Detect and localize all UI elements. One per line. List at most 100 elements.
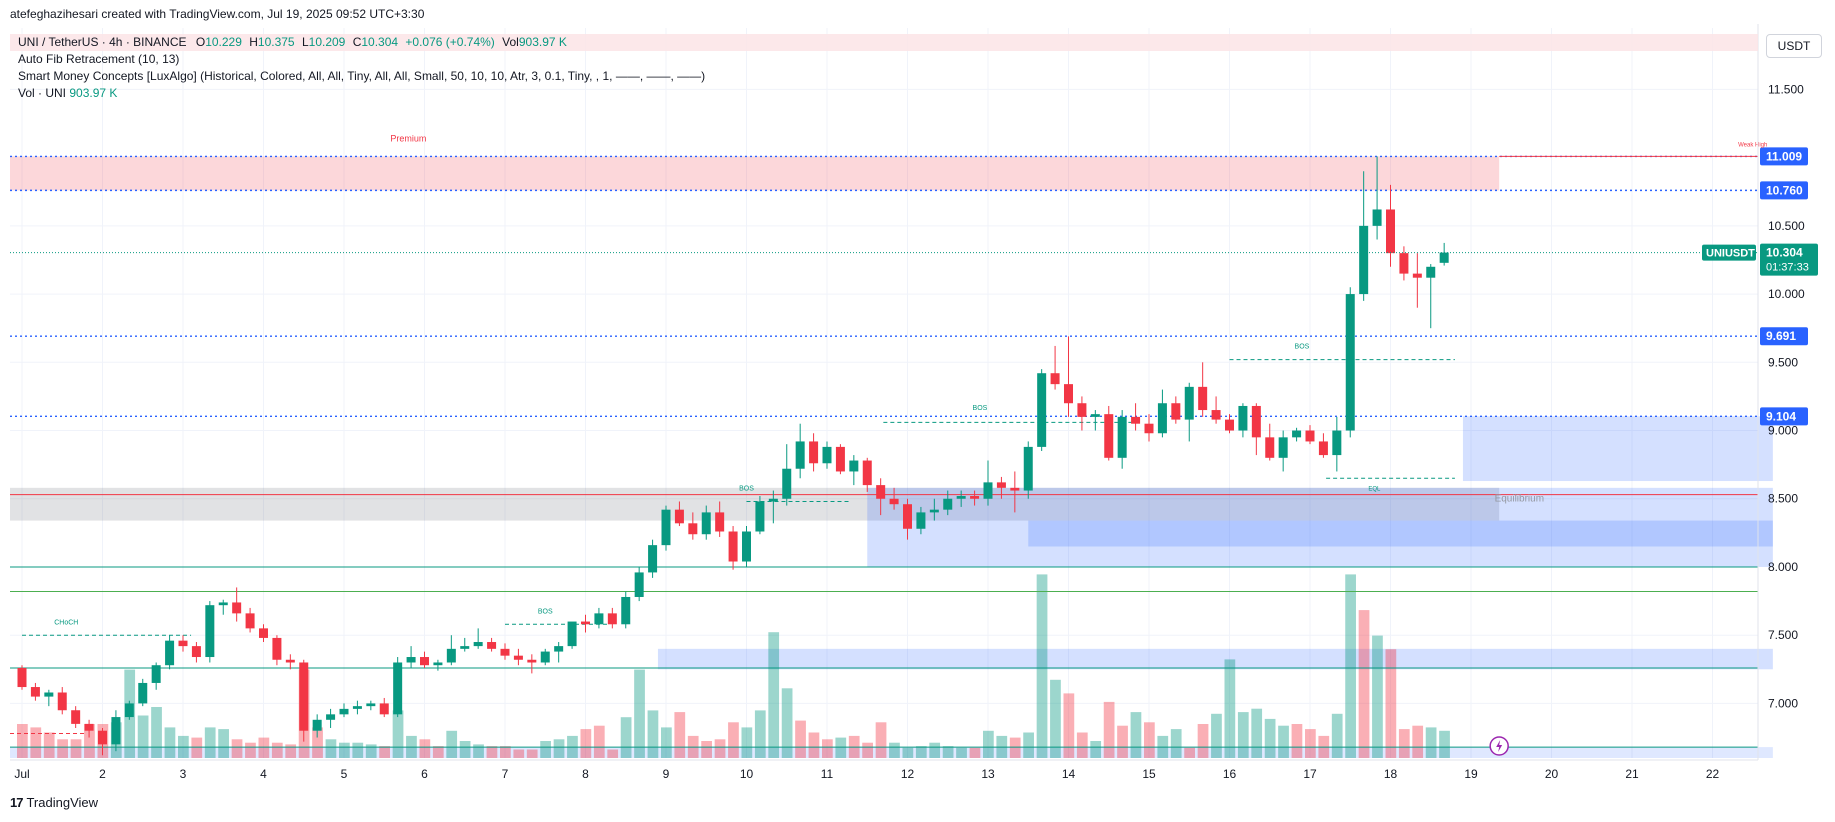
tradingview-logo-icon: 17 [10, 795, 24, 810]
candle-body [339, 708, 349, 715]
x-tick-label: 5 [341, 767, 348, 781]
brand-label: TradingView [26, 795, 99, 810]
candle-body [1278, 437, 1288, 458]
candle-body [1184, 386, 1194, 420]
symbol-tag [1702, 244, 1756, 261]
volume-bar [915, 746, 927, 758]
volume-bar [1184, 747, 1195, 758]
candle-body [1157, 403, 1167, 434]
candle-body [1359, 225, 1369, 295]
candle-body [795, 441, 805, 469]
candle-body [822, 446, 832, 464]
change-value: +0.076 (+0.74%) [405, 35, 495, 49]
candle-body [84, 723, 94, 731]
y-tick-label: 7.500 [1768, 628, 1798, 642]
x-tick-label: 21 [1625, 767, 1639, 781]
volume-bar [17, 724, 28, 758]
volume-bar [137, 715, 149, 758]
candle-body [688, 523, 698, 535]
volume-bar [889, 742, 900, 758]
volume-bar [1009, 737, 1021, 758]
indicator-volume-label: Vol · UNI [18, 86, 67, 100]
zone-ob-3 [1028, 520, 1773, 547]
volume-bar [620, 717, 632, 758]
last-price-tag [1760, 243, 1818, 276]
x-tick-label: 11 [821, 767, 834, 781]
volume-bar [862, 742, 873, 758]
x-tick-label: 8 [582, 767, 589, 781]
candle-body [1131, 416, 1141, 424]
candle-body [1023, 446, 1033, 491]
volume-bar [245, 742, 256, 758]
volume-bar [593, 725, 605, 758]
volume-bar [1331, 713, 1343, 758]
volume-bar [875, 722, 887, 758]
candle-body [621, 596, 631, 625]
candle-body [1225, 419, 1234, 431]
candles [17, 156, 1449, 756]
x-tick-label: 13 [981, 767, 995, 781]
candle-body [1238, 405, 1248, 431]
currency-button[interactable]: USDT [1766, 34, 1822, 58]
open-value: 10.229 [205, 35, 242, 49]
volume-bar [1278, 725, 1289, 758]
candle-body [661, 509, 671, 546]
candle-body [393, 662, 403, 715]
candle-body [527, 659, 537, 663]
candle-body [983, 482, 993, 499]
candle-body [742, 531, 751, 562]
candle-body [71, 710, 81, 724]
volume-bar [983, 730, 994, 758]
time-axis[interactable]: Jul 2 3 4 5 6 7 8 9 10 11 12 13 14 15 16 17 18 19 20 21 22 [10, 736, 1758, 781]
candle-body [1345, 294, 1355, 431]
volume-bar [540, 741, 551, 758]
x-tick-label: 15 [1142, 767, 1156, 781]
x-tick-label: 18 [1384, 767, 1398, 781]
candle-body [956, 496, 966, 499]
candle-body [943, 498, 953, 510]
candle-body [151, 665, 161, 683]
candle-body [674, 509, 684, 524]
x-tick-label: 7 [502, 767, 509, 781]
annotation-label: Equilibrium [1495, 493, 1544, 504]
candle-body [487, 642, 497, 649]
candle-body [98, 730, 107, 745]
candle-body [594, 613, 604, 625]
indicator-volume[interactable]: Vol · UNI 903.97 K [18, 85, 117, 102]
candle-body [460, 646, 470, 649]
candle-body [259, 628, 268, 638]
candle-body [889, 498, 899, 505]
candle-body [272, 637, 282, 660]
volume-bar [808, 732, 820, 758]
countdown-label: 01:37:33 [1766, 262, 1809, 274]
candle-body [1117, 416, 1127, 458]
indicator-fib[interactable]: Auto Fib Retracement (10, 13) [18, 51, 179, 68]
volume-bar [1425, 727, 1437, 758]
candle-body [352, 706, 362, 709]
volume-bar [1197, 724, 1209, 758]
candle-body [500, 648, 510, 656]
y-tick-label: 10.500 [1768, 219, 1805, 233]
volume-bar [513, 749, 525, 758]
indicator-smc[interactable]: Smart Money Concepts [LuxAlgo] (Historic… [18, 68, 705, 85]
low-value: 10.209 [308, 35, 346, 49]
volume-bar [258, 737, 270, 758]
volume-bar [151, 707, 162, 758]
volume-bar [1345, 574, 1356, 758]
volume-bar [1170, 729, 1182, 758]
candle-body [17, 667, 27, 688]
high-label: H [249, 35, 258, 49]
x-tick-label: 19 [1464, 767, 1478, 781]
x-tick-label: 22 [1706, 767, 1720, 781]
x-tick-label: 6 [421, 767, 428, 781]
price-axis[interactable]: 11.500 10.500 10.000 9.500 9.000 8.500 8.000 7.… [1757, 24, 1805, 760]
volume-bar [942, 746, 954, 758]
symbol-legend[interactable]: UNI / TetherUS · 4h · BINANCE O10.229 H1… [10, 34, 1758, 51]
indicator-volume-value: 903.97 K [69, 86, 118, 100]
volume-bar [84, 724, 95, 758]
zone-ob-5 [10, 747, 1773, 758]
candle-body [755, 501, 765, 532]
fib-level-tag [1760, 147, 1808, 166]
candle-body [473, 642, 483, 647]
